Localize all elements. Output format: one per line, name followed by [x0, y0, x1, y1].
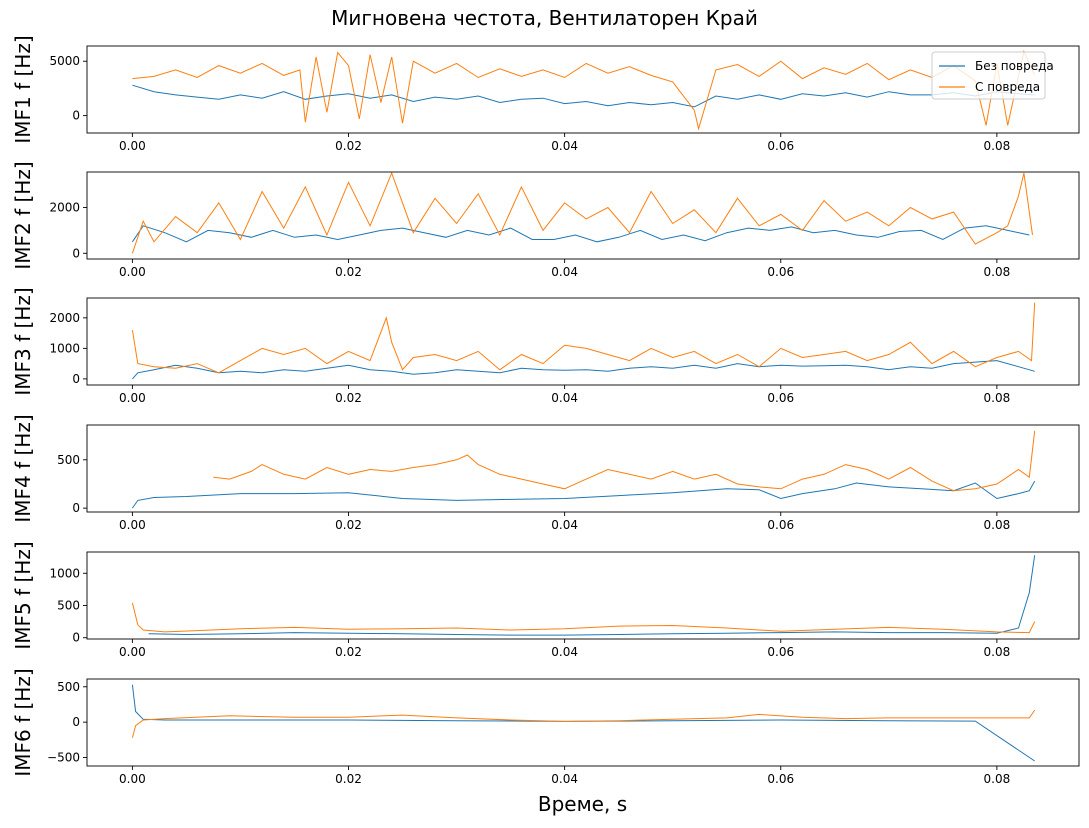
x-tick-label: 0.00: [119, 772, 146, 786]
subplot-1: 0.00 0.02 0.04 0.06 0.08 0 5000 IMF1 f [Hz]: [11, 35, 1080, 153]
x-tick-label: 0.06: [767, 518, 794, 532]
x-tick-label: 0.02: [335, 772, 362, 786]
x-tick-label: 0.04: [551, 518, 578, 532]
axes-frame: [86, 45, 1080, 134]
x-tick-label: 0.02: [335, 391, 362, 405]
y-tick-label: 0: [72, 109, 80, 123]
y-tick-label: 0: [72, 372, 80, 386]
x-tick-label: 0.00: [119, 391, 146, 405]
subplot-5: 0.00 0.02 0.04 0.06 0.08 0 500 1000 IMF5 f [Hz]: [11, 541, 1080, 659]
x-tick-label: 0.02: [335, 139, 362, 153]
axes-frame: [86, 297, 1080, 386]
series-line-no-damage: [131, 684, 1035, 762]
y-tick-label: 500: [57, 680, 80, 694]
y-axis-label: IMF3 f [Hz]: [11, 287, 35, 395]
x-tick-label: 0.08: [984, 772, 1011, 786]
y-tick-label: 0: [72, 246, 80, 260]
y-tick-label: 1000: [49, 566, 80, 580]
y-axis-label: IMF4 f [Hz]: [11, 414, 35, 522]
x-tick-label: 0.08: [984, 265, 1011, 279]
y-tick-label: 2000: [49, 200, 80, 214]
x-axis-label: Време, s: [537, 792, 628, 816]
x-tick-label: 0.06: [767, 772, 794, 786]
x-tick-label: 0.04: [551, 772, 578, 786]
x-tick-label: 0.08: [984, 645, 1011, 659]
series-line-damage: [131, 602, 1036, 634]
y-tick-label: 500: [57, 598, 80, 612]
series-line-no-damage: [132, 360, 1035, 380]
y-tick-label: 0: [72, 715, 80, 729]
series-line-damage: [131, 709, 1036, 738]
x-tick-label: 0.04: [551, 645, 578, 659]
series-line-no-damage: [131, 225, 1030, 243]
x-tick-label: 0.06: [767, 645, 794, 659]
x-tick-label: 0.00: [119, 645, 146, 659]
y-axis-label: IMF1 f [Hz]: [11, 35, 35, 143]
x-tick-label: 0.04: [551, 391, 578, 405]
y-tick-label: 2000: [49, 311, 80, 325]
series-line-damage: [131, 302, 1036, 374]
axes-frame: [86, 551, 1080, 640]
y-tick-label: 0: [72, 501, 80, 515]
x-tick-label: 0.08: [984, 139, 1011, 153]
y-axis-label: IMF2 f [Hz]: [11, 161, 35, 269]
series-line-no-damage: [148, 555, 1036, 636]
axes-frame: [86, 171, 1080, 260]
subplot-3: 0.00 0.02 0.04 0.06 0.08 0 1000 2000 IMF3 f [Hz]: [11, 287, 1080, 405]
legend: Без повреда С повреда: [931, 51, 1054, 100]
x-tick-label: 0.04: [551, 139, 578, 153]
x-tick-label: 0.00: [119, 139, 146, 153]
x-tick-label: 0.06: [767, 139, 794, 153]
x-tick-label: 0.08: [984, 518, 1011, 532]
subplot-2: 0.00 0.02 0.04 0.06 0.08 0 2000 IMF2 f [Hz]: [11, 161, 1080, 279]
y-tick-label: −500: [47, 751, 80, 765]
series-line-damage: [131, 172, 1033, 254]
x-tick-label: 0.08: [984, 391, 1011, 405]
subplot-6: 0.00 0.02 0.04 0.06 0.08 −500 0 500 IMF6 f [Hz]: [11, 668, 1080, 786]
series-line-damage: [213, 430, 1036, 492]
y-tick-label: 500: [57, 453, 80, 467]
x-tick-label: 0.04: [551, 265, 578, 279]
x-tick-label: 0.00: [119, 265, 146, 279]
x-tick-label: 0.02: [335, 265, 362, 279]
legend-label: С повреда: [975, 80, 1040, 94]
figure-title: Мигновена честота, Вентилаторен Край: [331, 6, 758, 30]
y-axis-label: IMF5 f [Hz]: [11, 541, 35, 649]
x-tick-label: 0.06: [767, 265, 794, 279]
x-tick-label: 0.02: [335, 645, 362, 659]
legend-label: Без повреда: [975, 59, 1054, 73]
x-tick-label: 0.02: [335, 518, 362, 532]
axes-frame: [86, 678, 1080, 767]
series-line-damage: [132, 49, 1036, 131]
x-tick-label: 0.00: [119, 518, 146, 532]
y-tick-label: 5000: [49, 54, 80, 68]
series-line-no-damage: [131, 480, 1036, 509]
axes-frame: [86, 424, 1080, 513]
y-tick-label: 0: [72, 631, 80, 645]
series-line-no-damage: [132, 84, 1035, 108]
y-tick-label: 1000: [49, 341, 80, 355]
subplot-4: 0.00 0.02 0.04 0.06 0.08 0 500 IMF4 f [Hz]: [11, 414, 1080, 532]
y-axis-label: IMF6 f [Hz]: [11, 668, 35, 776]
x-tick-label: 0.06: [767, 391, 794, 405]
